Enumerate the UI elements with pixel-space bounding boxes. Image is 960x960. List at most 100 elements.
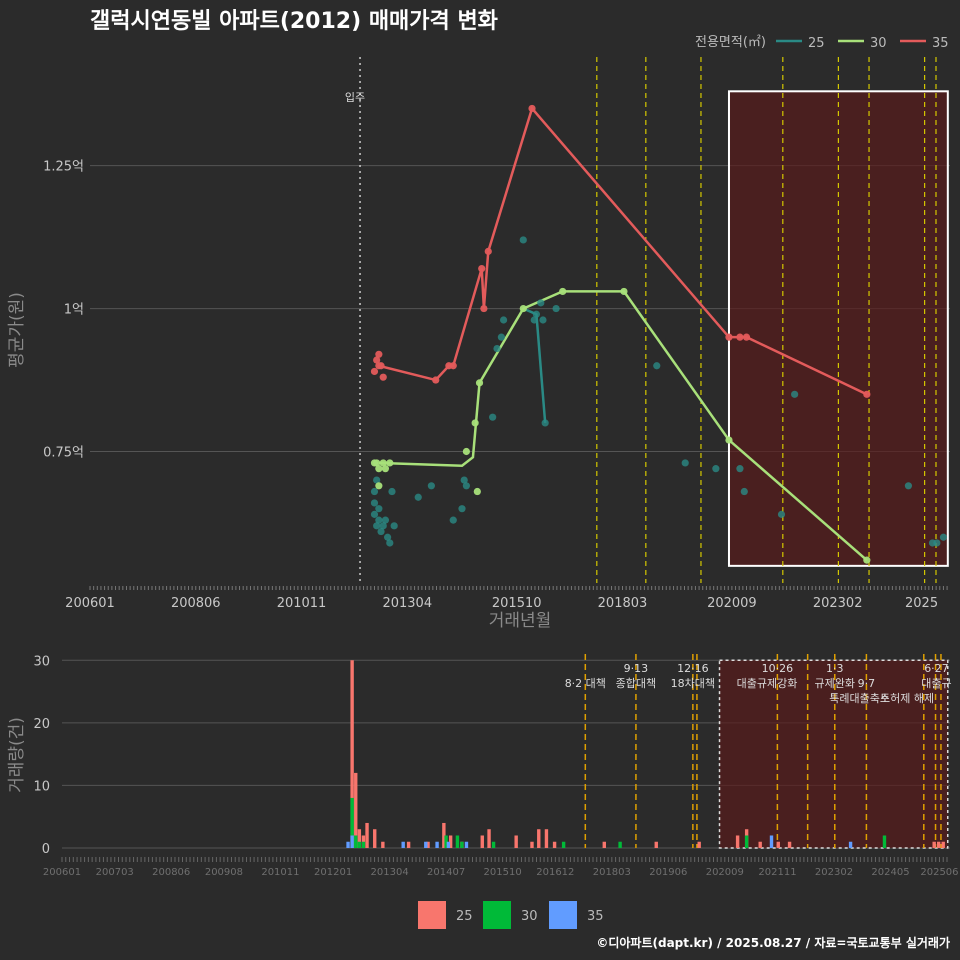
price-point-25 [384, 533, 392, 541]
price-point-35 [736, 333, 744, 341]
price-point-25 [388, 487, 396, 496]
volume-bar-25 [530, 841, 534, 848]
volume-y-tick-label: 10 [33, 779, 50, 794]
price-point-25 [681, 459, 689, 467]
price-point-35 [725, 333, 733, 341]
volume-bar-25 [735, 835, 740, 848]
volume-bar-25 [758, 841, 762, 848]
price-point-25 [370, 487, 379, 496]
volume-bars [346, 660, 945, 848]
policy-annotation: 토허제 해제 [880, 691, 934, 705]
volume-x-tick-label: 201510 [484, 867, 522, 878]
legend-label-35: 35 [932, 36, 949, 51]
volume-bar-30 [357, 841, 362, 848]
volume-bar-30 [361, 841, 366, 848]
policy-annotation: 18차대책 [671, 677, 715, 690]
bar-legend-label-30: 30 [521, 909, 538, 924]
volume-bar-25 [544, 829, 549, 848]
volume-bar-35 [346, 841, 350, 848]
price-series-points [370, 104, 948, 564]
volume-x-tick-label: 201803 [593, 867, 631, 878]
volume-bar-30 [744, 835, 749, 848]
price-point-25 [449, 516, 457, 524]
top-legend: 전용면적(㎡) 25 30 35 [695, 35, 949, 51]
price-point-30 [386, 459, 394, 467]
volume-y-tick-label: 30 [33, 654, 50, 669]
volume-bar-25 [937, 841, 941, 848]
price-point-35 [478, 264, 486, 273]
volume-x-tick-label: 200908 [205, 867, 243, 878]
policy-annotation: 규제완화 [815, 677, 855, 690]
policy-annotation: 특례대출축소 [829, 692, 890, 705]
price-point-35 [379, 373, 387, 381]
price-point-35 [449, 362, 457, 370]
volume-bar-25 [480, 835, 484, 848]
price-point-25 [653, 362, 661, 370]
volume-bar-25 [357, 829, 362, 848]
price-line-panel: 0.75억 1억 1.25억 200601 200806 201011 201304 201… [43, 57, 950, 611]
volume-bar-30 [491, 841, 496, 848]
price-point-25 [532, 310, 541, 318]
price-point-30 [620, 287, 628, 296]
volume-bar-30 [350, 797, 354, 848]
price-x-tick-label: 2025 [905, 596, 938, 611]
price-point-25 [552, 304, 560, 313]
price-point-25 [460, 476, 468, 484]
price-point-25 [462, 482, 470, 490]
bar-legend-label-35: 35 [587, 909, 604, 924]
volume-y-tick-label: 20 [33, 717, 50, 732]
price-point-35 [377, 362, 385, 370]
volume-x-tick-label: 202302 [815, 867, 853, 878]
price-point-25 [379, 522, 387, 530]
price-x-tick-label: 201011 [277, 596, 327, 611]
price-point-25 [375, 516, 383, 524]
volume-highlight-box [718, 659, 949, 849]
volume-bar-panel: 0 10 20 30 8·2 대책 9·13 종합대책 12·16 18차대책 10·26 대출규… [33, 654, 959, 878]
price-point-30 [863, 556, 871, 564]
price-point-25 [791, 390, 799, 398]
price-point-25 [497, 333, 505, 341]
policy-annotation: 대출규 [921, 677, 951, 690]
price-point-25 [427, 482, 435, 490]
legend-label-25: 25 [808, 36, 825, 51]
volume-x-tick-label: 201612 [536, 867, 574, 878]
bar-legend-label-25: 25 [456, 909, 473, 924]
price-point-35 [373, 356, 381, 364]
price-x-tick-label: 200806 [171, 596, 221, 611]
policy-annotation: 대출규제강화 [737, 677, 798, 690]
price-point-35 [742, 333, 751, 341]
price-x-tick-label: 200601 [65, 596, 115, 611]
volume-bar-25 [787, 841, 792, 848]
price-point-25 [373, 522, 381, 530]
volume-bar-30 [618, 841, 622, 848]
volume-x-tick-label: 201011 [261, 867, 299, 878]
volume-x-tick-label: 201201 [314, 867, 352, 878]
policy-annotation: 1·3 [826, 662, 844, 675]
price-point-25 [740, 487, 748, 496]
volume-x-tick-label: 200806 [152, 867, 190, 878]
bottom-legend: 25 30 35 [418, 901, 604, 929]
price-point-25 [370, 499, 379, 507]
price-point-25 [375, 505, 383, 513]
price-point-25 [458, 505, 466, 513]
volume-bar-35 [464, 841, 469, 848]
price-point-25 [499, 316, 508, 324]
volume-bar-25 [697, 841, 701, 848]
price-point-25 [489, 413, 497, 421]
volume-bar-25 [373, 829, 377, 848]
volume-x-tick-label: 201407 [427, 867, 465, 878]
volume-bar-35 [401, 841, 405, 848]
price-point-30 [375, 482, 383, 490]
volume-bar-25 [350, 660, 354, 848]
price-point-25 [539, 316, 547, 324]
price-point-30 [519, 304, 527, 313]
price-point-25 [712, 465, 720, 473]
price-point-25 [390, 522, 398, 530]
volume-bar-25 [602, 841, 606, 848]
policy-annotation: 6·27 [924, 662, 949, 675]
volume-x-tick-label: 201906 [649, 867, 687, 878]
volume-x-tick-label: 202506 [920, 867, 958, 878]
price-point-30 [370, 459, 379, 467]
price-point-30 [462, 447, 470, 456]
